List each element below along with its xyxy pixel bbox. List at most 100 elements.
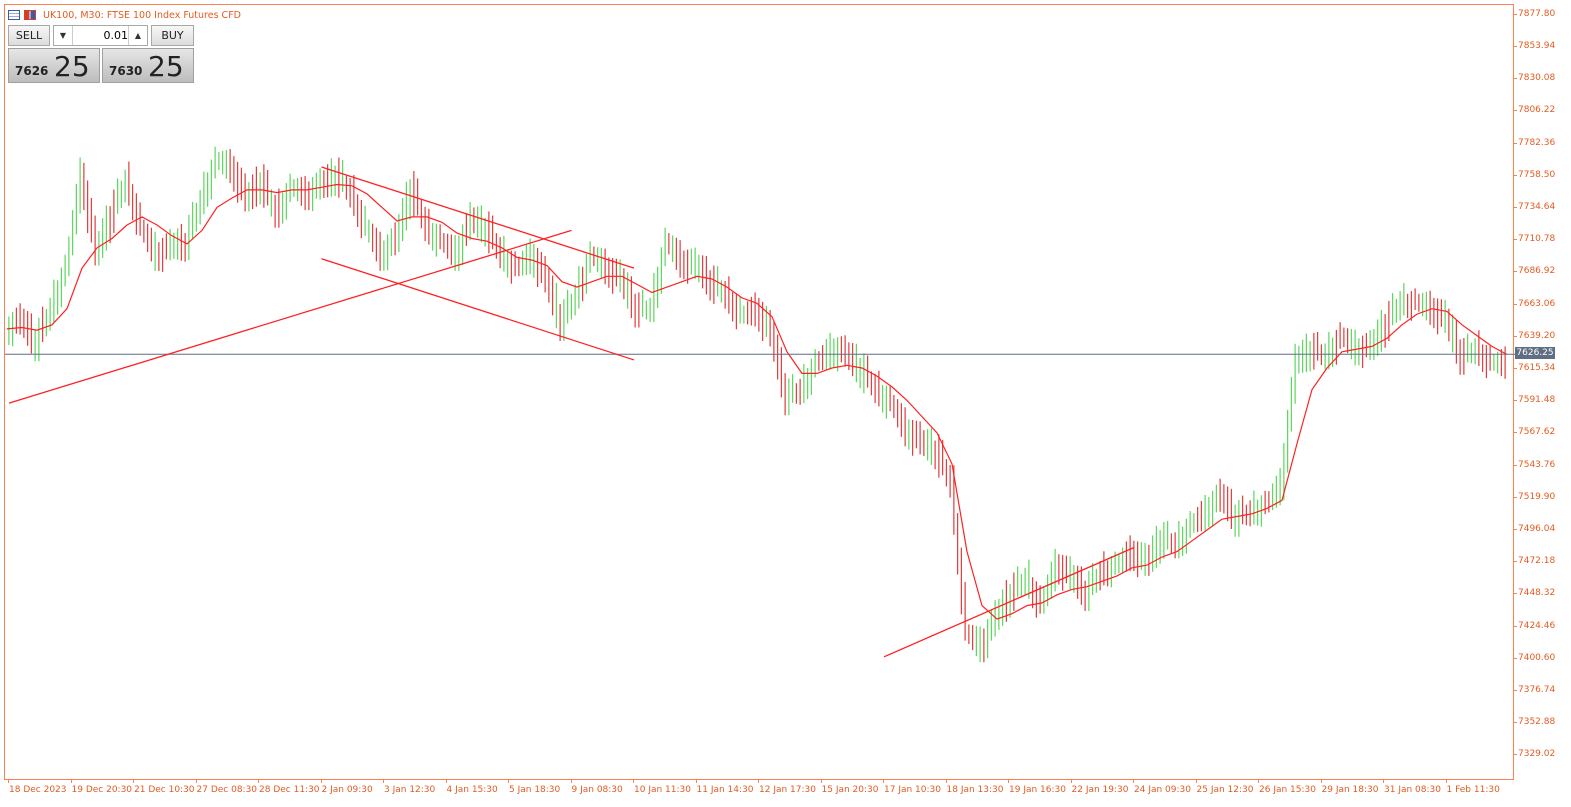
time-tick-label: 29 Jan 18:30 — [1321, 785, 1379, 795]
price-tick-label: 7376.74 — [1518, 684, 1556, 695]
time-tick — [445, 780, 447, 783]
chart-area[interactable] — [4, 4, 1515, 780]
price-tick-label: 7352.88 — [1518, 717, 1556, 728]
time-tick-label: 18 Jan 13:30 — [946, 785, 1004, 795]
price-tick — [1514, 464, 1517, 466]
price-tick-label: 7734.64 — [1518, 201, 1556, 212]
price-tick-label: 7519.90 — [1518, 491, 1556, 502]
time-tick — [695, 780, 697, 783]
price-tick-label: 7782.36 — [1518, 137, 1556, 148]
time-tick-label: 27 Dec 08:30 — [196, 785, 258, 795]
price-tick-label: 7877.80 — [1518, 8, 1556, 19]
price-tick — [1514, 689, 1517, 691]
lot-decrease-icon[interactable]: ▼ — [54, 26, 73, 45]
price-chart — [5, 146, 1515, 663]
price-tick-label: 7663.06 — [1518, 298, 1556, 309]
time-tick-label: 19 Dec 20:30 — [71, 785, 133, 795]
time-tick — [883, 780, 884, 783]
price-tick — [1514, 174, 1517, 176]
lot-increase-icon[interactable]: ▲ — [128, 26, 147, 45]
time-tick — [258, 780, 259, 783]
price-tick — [1514, 110, 1517, 112]
time-tick-label: 28 Dec 11:30 — [259, 785, 320, 795]
price-tick — [1514, 432, 1517, 434]
price-tick — [1514, 239, 1517, 241]
time-tick — [383, 780, 384, 783]
buy-price-main: 7630 — [109, 64, 143, 78]
time-tick — [1383, 780, 1384, 783]
sell-button[interactable]: SELL — [8, 25, 50, 46]
price-tick — [1514, 625, 1517, 627]
time-tick — [1133, 780, 1134, 783]
chart-window-icon[interactable] — [8, 10, 20, 20]
time-tick-label: 12 Jan 17:30 — [759, 785, 816, 795]
time-tick-label: 2 Jan 09:30 — [321, 785, 373, 795]
price-tick — [1514, 45, 1517, 47]
price-tick-label: 7448.32 — [1518, 588, 1556, 599]
time-tick — [1008, 780, 1009, 783]
time-tick — [1070, 780, 1072, 783]
price-tick — [1514, 303, 1517, 305]
time-axis: 18 Dec 2023 19 Dec 20:30 21 Dec 10:30 27 De… — [4, 780, 1514, 807]
price-tick — [1514, 496, 1517, 498]
trendline — [321, 258, 635, 361]
price-tick-label: 7639.20 — [1518, 330, 1556, 341]
time-tick-label: 19 Jan 16:30 — [1009, 785, 1066, 795]
time-tick — [8, 780, 9, 783]
price-tick-label: 7472.18 — [1518, 556, 1556, 567]
time-tick-label: 1 Feb 11:30 — [1446, 785, 1500, 795]
price-tick-label: 7615.34 — [1518, 362, 1556, 373]
price-tick — [1514, 206, 1517, 208]
time-tick — [758, 780, 759, 783]
time-tick-label: 21 Dec 10:30 — [134, 785, 195, 795]
time-tick — [133, 780, 134, 783]
price-tick-label: 7853.94 — [1518, 40, 1556, 51]
buy-price-big: 25 — [148, 50, 184, 83]
buy-price-quote[interactable]: 7630 25 — [102, 48, 194, 83]
time-tick — [633, 780, 634, 783]
price-axis: 7877.80 7853.94 7830.08 7806.22 7782.36 7758.… — [1514, 4, 1571, 780]
time-tick-label: 18 Dec 2023 — [9, 785, 67, 795]
current-price-tag: 7626.25 — [1515, 347, 1555, 360]
price-tick-label: 7543.76 — [1518, 459, 1556, 470]
price-tick — [1514, 271, 1517, 273]
price-tick — [1514, 13, 1517, 15]
time-tick — [508, 780, 509, 783]
buy-button[interactable]: BUY — [151, 25, 194, 46]
time-tick — [1195, 780, 1197, 783]
price-tick — [1514, 754, 1517, 756]
price-tick-label: 7758.50 — [1518, 169, 1556, 180]
tile-window-icon[interactable] — [24, 10, 36, 20]
moving-average-line — [6, 183, 1508, 620]
price-tick-label: 7710.78 — [1518, 234, 1556, 245]
price-tick — [1514, 722, 1517, 724]
trendline — [883, 546, 1135, 658]
time-tick-label: 11 Jan 14:30 — [696, 785, 754, 795]
price-tick-label: 7400.60 — [1518, 652, 1556, 663]
price-tick-label: 7830.08 — [1518, 73, 1556, 84]
time-tick — [320, 780, 322, 783]
time-tick-label: 10 Jan 11:30 — [634, 785, 691, 795]
time-tick — [195, 780, 197, 783]
time-tick — [1445, 780, 1447, 783]
price-tick-label: 7567.62 — [1518, 427, 1556, 438]
time-tick-label: 17 Jan 10:30 — [884, 785, 941, 795]
time-tick-label: 24 Jan 09:30 — [1134, 785, 1191, 795]
price-tick-label: 7591.48 — [1518, 395, 1556, 406]
price-tick-label: 7806.22 — [1518, 105, 1556, 116]
sell-price-big: 25 — [54, 50, 90, 83]
lot-size-input[interactable] — [74, 27, 128, 44]
sell-price-quote[interactable]: 7626 25 — [8, 48, 100, 83]
price-tick — [1514, 142, 1517, 144]
lot-size-stepper[interactable]: ▼ ▲ — [53, 25, 148, 46]
price-tick — [1514, 78, 1517, 80]
price-tick — [1514, 657, 1517, 659]
one-click-trading-panel: SELL ▼ ▲ BUY 7626 25 7630 25 — [8, 25, 196, 83]
time-tick-label: 15 Jan 20:30 — [821, 785, 879, 795]
price-tick-label: 7424.46 — [1518, 620, 1556, 631]
time-tick-label: 31 Jan 08:30 — [1384, 785, 1441, 795]
price-tick — [1514, 335, 1517, 337]
price-tick — [1514, 367, 1517, 369]
time-tick-label: 3 Jan 12:30 — [384, 785, 436, 795]
time-tick-label: 25 Jan 12:30 — [1196, 785, 1254, 795]
